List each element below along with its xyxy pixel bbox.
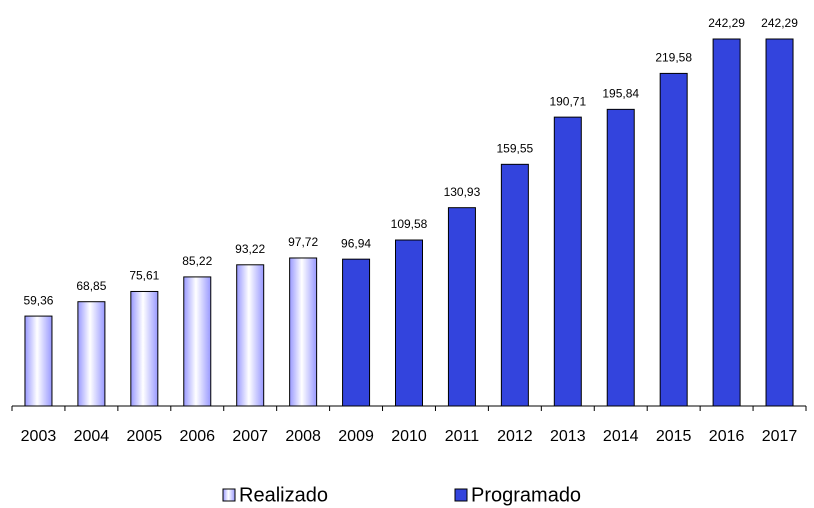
bar — [77, 301, 106, 407]
x-tick-label: 2010 — [391, 428, 427, 445]
x-tick-label: 2008 — [285, 428, 321, 445]
bar — [342, 258, 371, 407]
bar — [553, 116, 582, 407]
x-tick-label: 2012 — [497, 428, 533, 445]
value-label: 219,58 — [655, 51, 692, 65]
legend-label: Realizado — [239, 484, 328, 506]
x-tick-label: 2016 — [709, 428, 745, 445]
bar — [712, 38, 741, 407]
x-tick-label: 2017 — [762, 428, 798, 445]
bar — [24, 315, 53, 407]
value-label: 195,84 — [602, 87, 639, 101]
value-label: 96,94 — [341, 236, 371, 250]
bar — [130, 290, 159, 407]
value-label: 109,58 — [391, 217, 428, 231]
x-tick-label: 2009 — [338, 428, 374, 445]
value-label: 93,22 — [235, 242, 265, 256]
bar — [289, 257, 318, 407]
value-label: 242,29 — [761, 16, 798, 30]
x-tick-label: 2014 — [603, 428, 639, 445]
x-tick-label: 2006 — [179, 428, 215, 445]
x-tick-label: 2007 — [232, 428, 268, 445]
bar — [606, 108, 635, 407]
value-label: 75,61 — [129, 269, 159, 283]
x-tick-label: 2003 — [21, 428, 57, 445]
bar — [500, 163, 529, 407]
x-tick-label: 2013 — [550, 428, 586, 445]
legend-marker — [222, 488, 236, 502]
value-label: 242,29 — [708, 16, 745, 30]
bar — [395, 239, 423, 407]
x-tick-label: 2015 — [656, 428, 692, 445]
x-tick-label: 2005 — [127, 428, 163, 445]
bar — [447, 207, 476, 407]
bar — [236, 264, 265, 407]
value-label: 68,85 — [76, 279, 106, 293]
bar — [765, 38, 794, 407]
bar — [659, 72, 688, 407]
x-tick-label: 2004 — [74, 428, 110, 445]
legend-label: Programado — [471, 484, 581, 506]
bar — [183, 276, 212, 407]
value-label: 130,93 — [444, 185, 481, 199]
x-tick-label: 2011 — [445, 428, 480, 445]
value-label: 159,55 — [497, 141, 534, 155]
legend-marker — [454, 488, 468, 502]
value-label: 59,36 — [23, 293, 53, 307]
value-label: 190,71 — [549, 94, 586, 108]
value-label: 97,72 — [288, 235, 318, 249]
value-label: 85,22 — [182, 254, 212, 268]
